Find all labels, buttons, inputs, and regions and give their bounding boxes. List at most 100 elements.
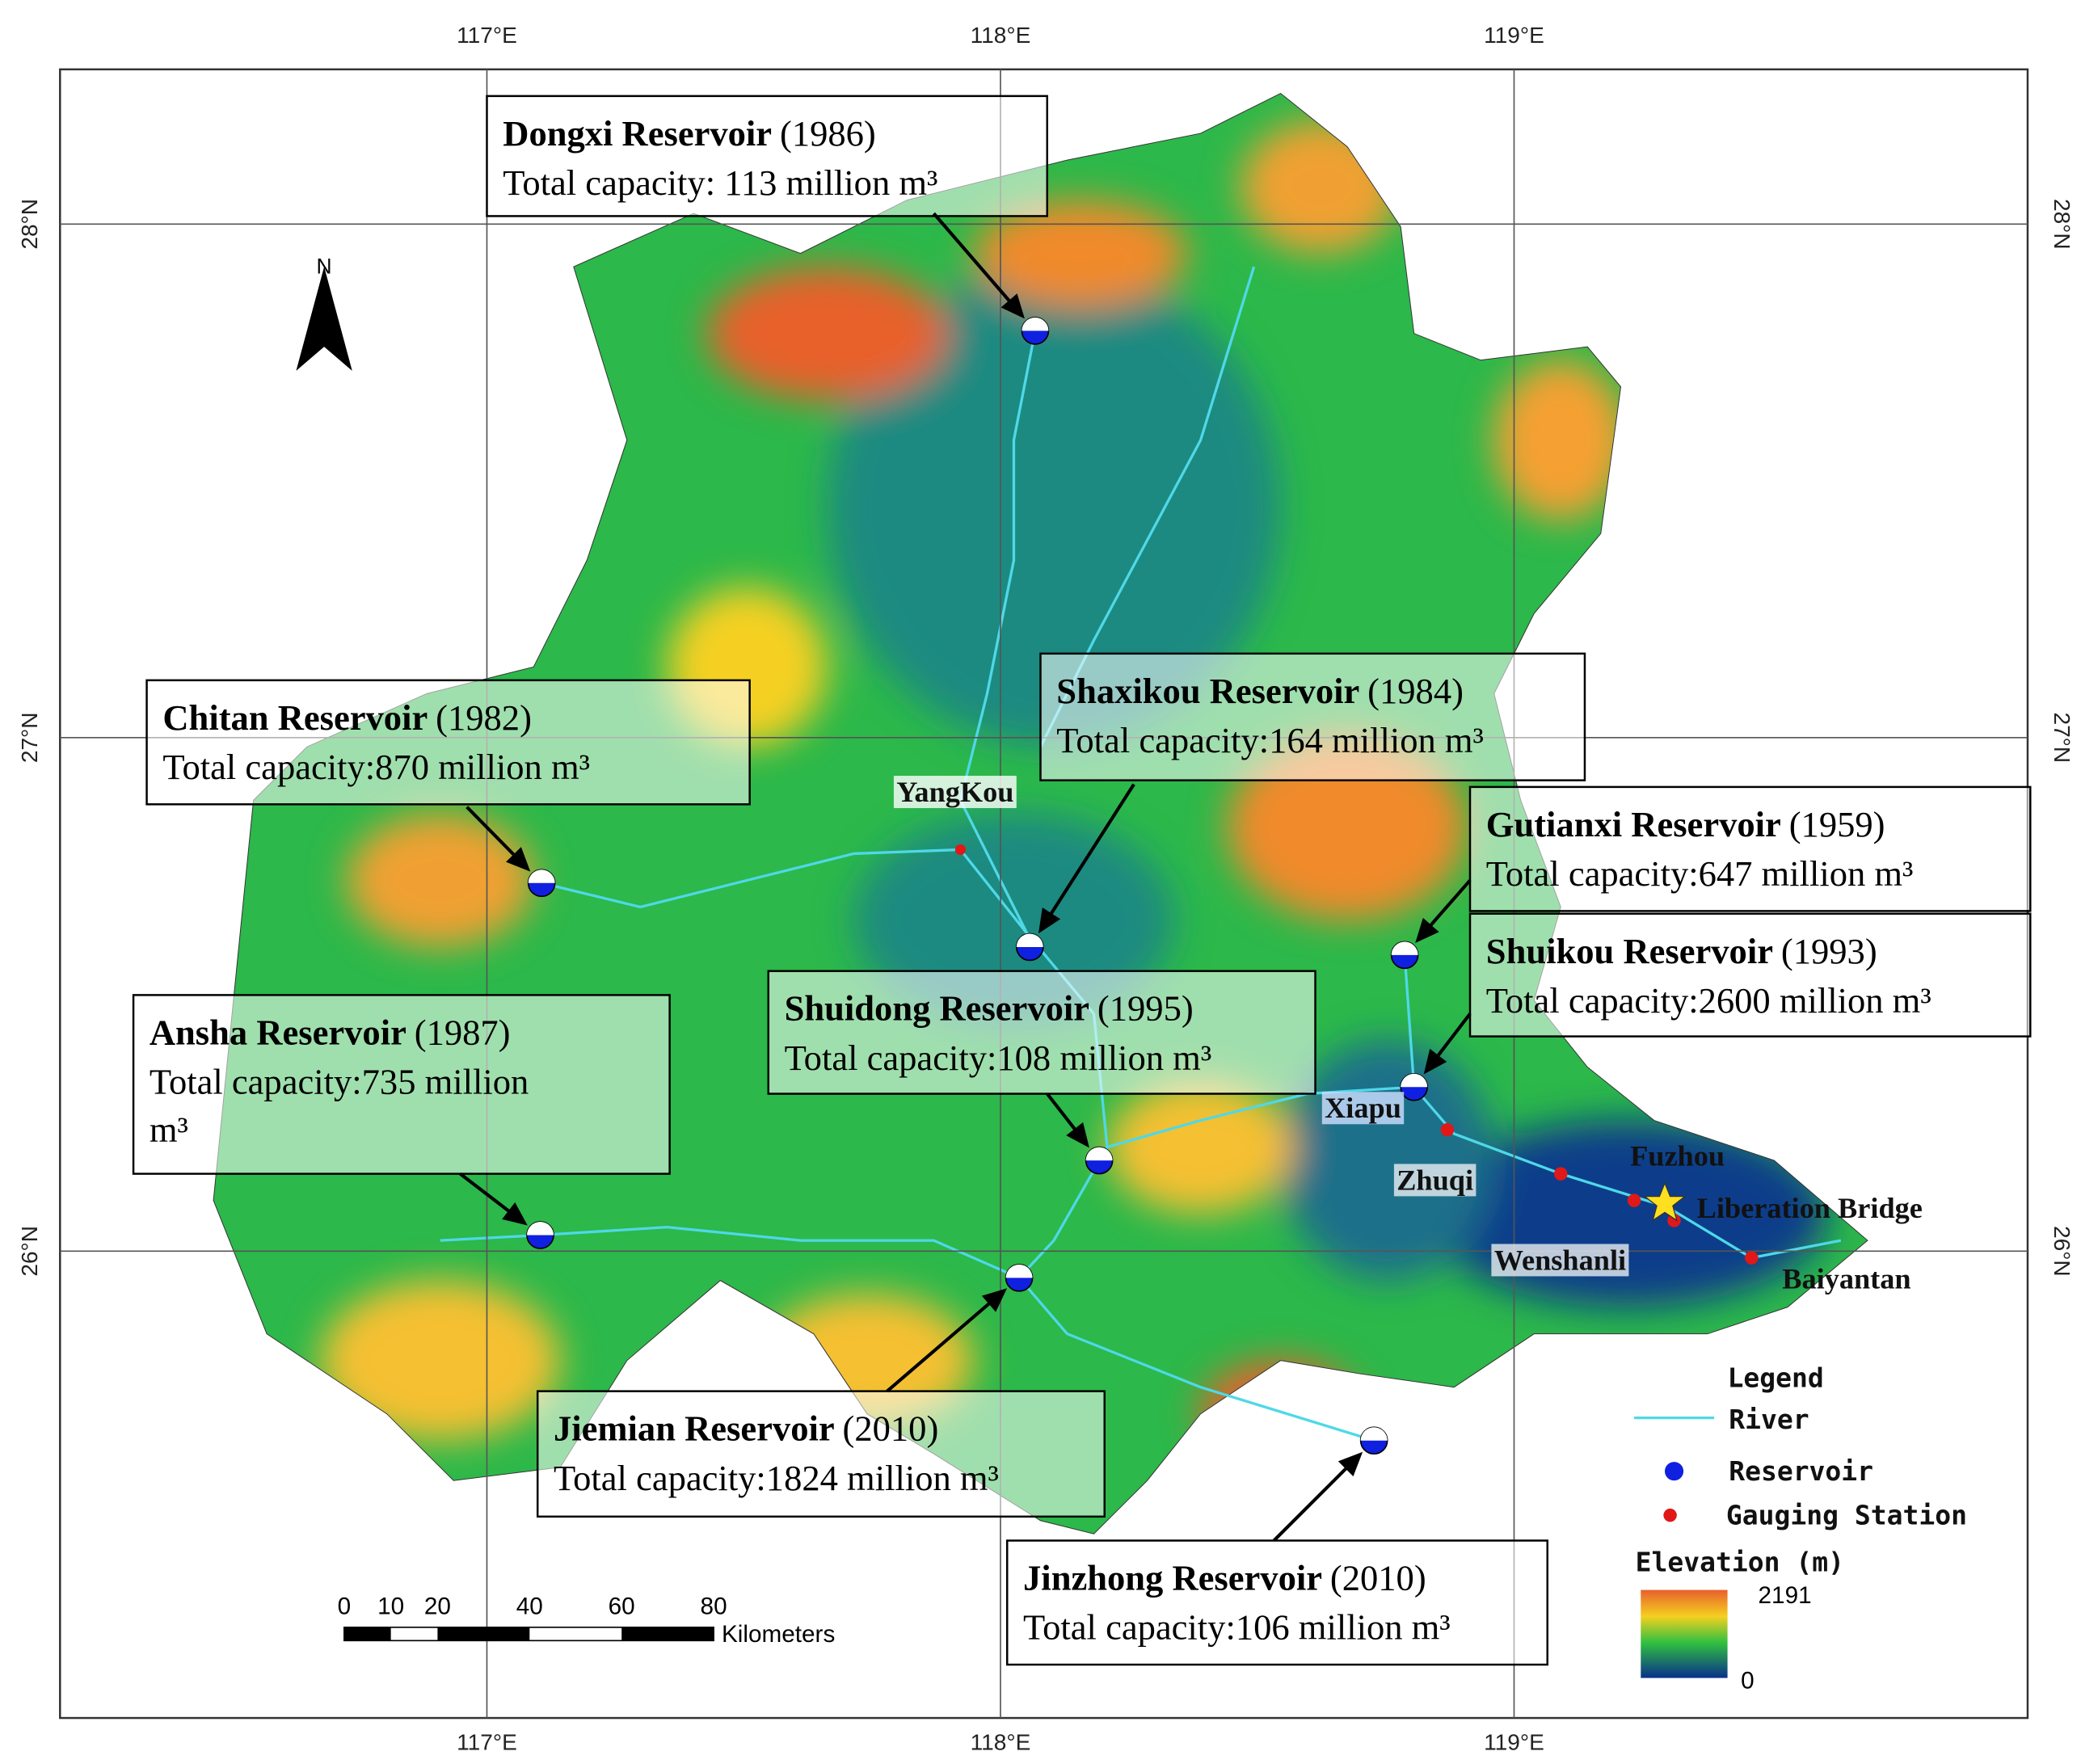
latitude-label: 28°N xyxy=(2049,199,2075,250)
latitude-label: 28°N xyxy=(17,199,42,250)
reservoir-capacity: Total capacity:164 million m³ xyxy=(1056,720,1484,760)
reservoir-year: (1959) xyxy=(1789,804,1885,844)
pointer-arrowhead xyxy=(1415,917,1439,943)
label-box xyxy=(1468,785,2032,912)
reservoir-title: Jiemian Reservoir (2010) xyxy=(554,1408,938,1449)
place-label: YangKou xyxy=(896,776,1013,808)
reservoir-title: Shuikou Reservoir (1993) xyxy=(1486,931,1877,971)
reservoir-title: Chitan Reservoir (1982) xyxy=(162,697,532,738)
reservoir-capacity: Total capacity:647 million m³ xyxy=(1486,853,1914,894)
reservoir-title: Dongxi Reservoir (1986) xyxy=(503,113,875,154)
reservoir-capacity: Total capacity:735 million xyxy=(150,1062,529,1102)
pointer-arrowhead xyxy=(1000,293,1025,319)
legend-item: Reservoir xyxy=(1729,1455,1873,1487)
reservoir-marker-top xyxy=(528,869,555,883)
label-box xyxy=(1005,1539,1548,1666)
longitude-label: 118°E xyxy=(971,23,1031,48)
scale-tick-label: 20 xyxy=(424,1593,451,1619)
label-box xyxy=(1468,912,2032,1038)
pointer-arrowhead xyxy=(1038,907,1061,934)
legend-elevation-max: 2191 xyxy=(1759,1582,1812,1609)
legend-reservoir-symbol xyxy=(1665,1462,1684,1481)
reservoir-name: Jiemian Reservoir xyxy=(554,1408,835,1449)
reservoir-marker-top xyxy=(1005,1264,1033,1278)
reservoir-year: (1982) xyxy=(436,697,532,738)
scale-tick-label: 0 xyxy=(338,1593,352,1619)
pointer-arrow xyxy=(1044,783,1135,924)
reservoir-capacity: Total capacity:1824 million m³ xyxy=(554,1458,999,1498)
scale-unit: Kilometers xyxy=(722,1621,835,1648)
scale-bar xyxy=(343,1626,714,1642)
place-label: Baiyantan xyxy=(1782,1263,1910,1295)
liberation-bridge-star xyxy=(1643,1181,1687,1222)
reservoir-title: Jinzhong Reservoir (2010) xyxy=(1023,1558,1426,1598)
reservoir-marker-top xyxy=(1022,317,1049,331)
longitude-label: 118°E xyxy=(971,1730,1031,1755)
latitude-label: 26°N xyxy=(2049,1226,2075,1277)
legend-title: Legend xyxy=(1728,1362,1824,1394)
reservoir-year: (1987) xyxy=(415,1012,511,1052)
latitude-label: 27°N xyxy=(17,712,42,763)
place-label-bg xyxy=(893,776,1017,809)
reservoir-capacity: Total capacity:108 million m³ xyxy=(785,1038,1212,1078)
reservoir-marker-top xyxy=(1085,1147,1113,1161)
reservoir-name: Jinzhong Reservoir xyxy=(1023,1558,1322,1598)
scale-tick-label: 60 xyxy=(609,1593,635,1619)
longitude-label: 117°E xyxy=(457,1730,517,1755)
scale-tick-label: 80 xyxy=(701,1593,727,1619)
label-box xyxy=(486,95,1048,217)
reservoir-capacity: Total capacity: 113 million m³ xyxy=(503,162,937,203)
longitude-label: 119°E xyxy=(1484,23,1544,48)
reservoir-name: Gutianxi Reservoir xyxy=(1486,804,1781,844)
reservoir-marker-top xyxy=(1391,941,1418,955)
rivers xyxy=(440,266,1842,1442)
pointer-arrowhead xyxy=(1337,1451,1363,1477)
pointer-arrowhead xyxy=(1066,1122,1089,1148)
place-label: Fuzhou xyxy=(1630,1140,1725,1172)
north-label: N xyxy=(317,254,332,278)
legend-elevation-ramp xyxy=(1641,1589,1728,1678)
reservoir-year: (1984) xyxy=(1367,671,1464,711)
reservoir-year: (2010) xyxy=(1330,1558,1426,1598)
reservoir-capacity: Total capacity:2600 million m³ xyxy=(1486,980,1931,1021)
pointer-arrow xyxy=(1422,879,1472,934)
label-box xyxy=(1039,652,1586,781)
place-label: Zhuqi xyxy=(1396,1164,1473,1196)
pointer-arrowhead xyxy=(981,1288,1008,1312)
reservoir-title: Shaxikou Reservoir (1984) xyxy=(1056,671,1464,711)
reservoir-name: Dongxi Reservoir xyxy=(503,113,772,154)
pointer-arrow xyxy=(459,1172,518,1219)
pointer-arrowhead xyxy=(1423,1048,1447,1075)
legend-item: Gauging Station xyxy=(1726,1500,1967,1531)
pointer-arrowhead xyxy=(502,1202,528,1226)
legend-item: River xyxy=(1729,1404,1809,1435)
reservoir-capacity: m³ xyxy=(150,1109,188,1150)
reservoir-title: Gutianxi Reservoir (1959) xyxy=(1486,804,1885,844)
reservoir-capacity: Total capacity:870 million m³ xyxy=(162,747,590,787)
place-label-bg xyxy=(1393,1164,1476,1197)
legend-gauge-symbol xyxy=(1663,1508,1677,1522)
latitude-label: 26°N xyxy=(17,1226,42,1277)
longitude-label: 117°E xyxy=(457,23,517,48)
place-label-bg xyxy=(1491,1244,1629,1277)
gauging-stations xyxy=(954,844,1759,1265)
latitude-label: 27°N xyxy=(2049,712,2075,763)
longitude-label: 119°E xyxy=(1484,1730,1544,1755)
reservoir-name: Chitan Reservoir xyxy=(162,697,428,738)
reservoir-marker-top xyxy=(1401,1073,1428,1088)
pointer-arrowhead xyxy=(506,847,531,872)
reservoir-year: (2010) xyxy=(843,1408,939,1449)
reservoir-marker-top xyxy=(1016,933,1043,947)
place-label: Wenshanli xyxy=(1494,1244,1626,1276)
reservoir-name: Ansha Reservoir xyxy=(150,1012,407,1052)
north-arrow xyxy=(296,267,352,371)
reservoir-title: Shuidong Reservoir (1995) xyxy=(785,988,1194,1029)
legend-elevation-title: Elevation (m) xyxy=(1636,1546,1844,1577)
place-label: Xiapu xyxy=(1325,1092,1401,1124)
reservoir-capacity: Total capacity:106 million m³ xyxy=(1023,1607,1451,1648)
label-box xyxy=(767,970,1316,1095)
reservoir-year: (1993) xyxy=(1781,931,1877,971)
label-box xyxy=(536,1390,1106,1518)
scale-tick-label: 40 xyxy=(516,1593,543,1619)
